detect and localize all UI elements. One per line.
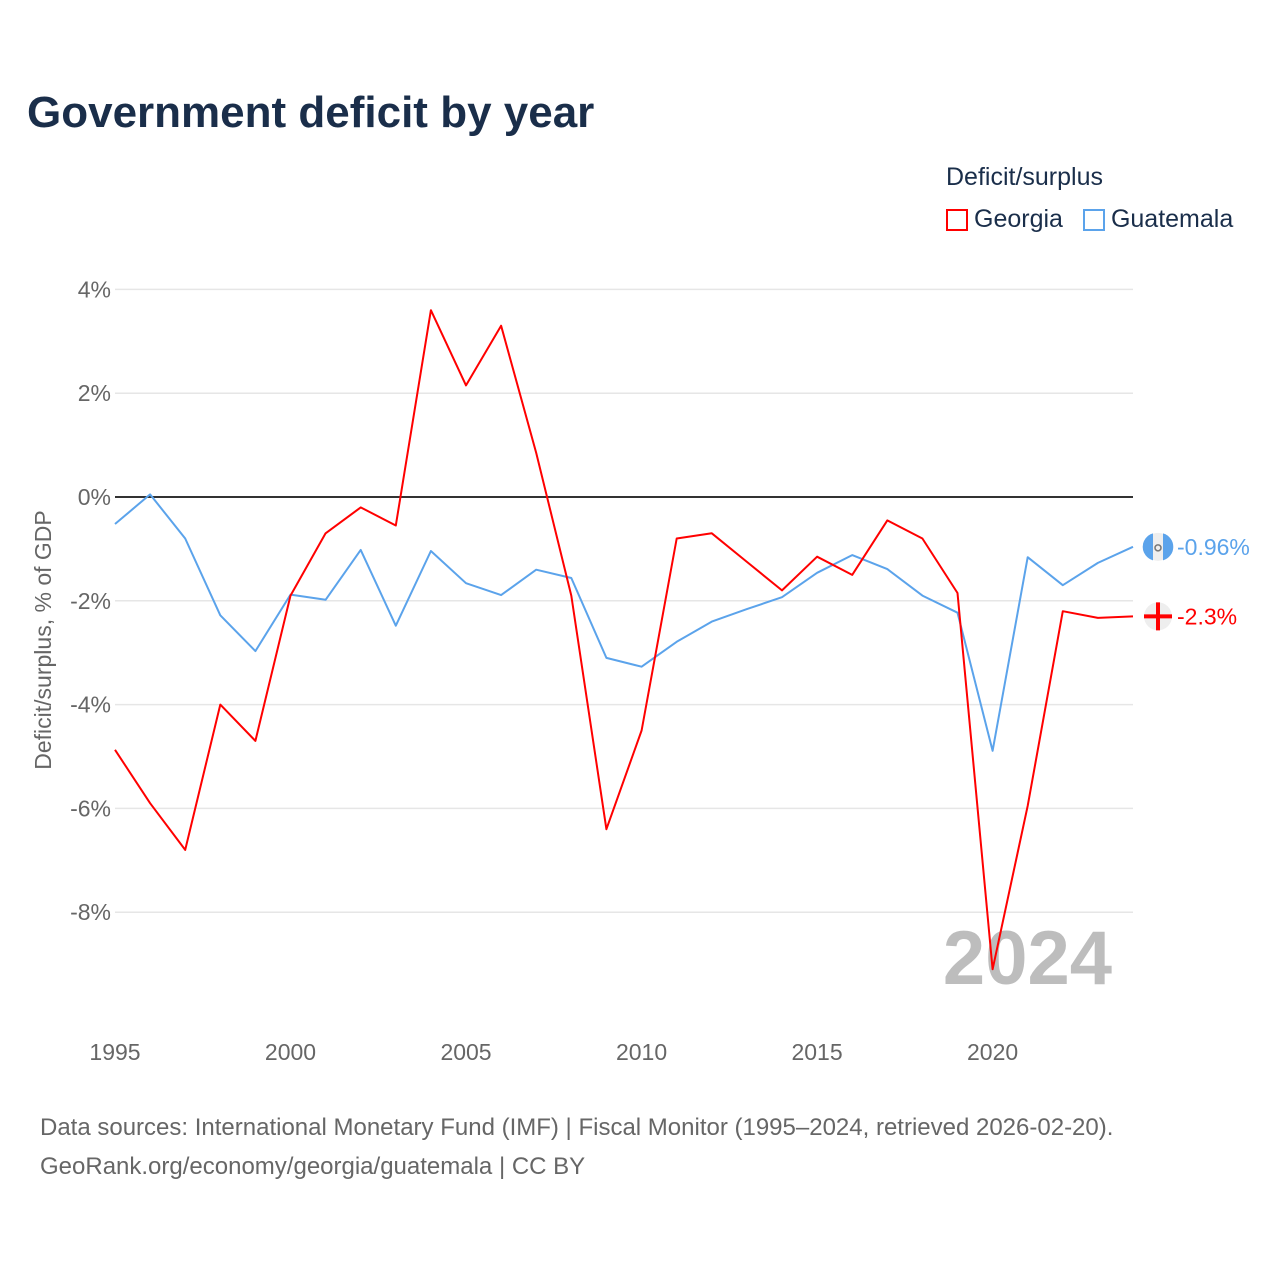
y-tick-label: 2% [78,380,111,406]
flag-stripe [1163,533,1174,561]
series-line-georgia [114,309,1134,971]
legend-label: Guatemala [1110,205,1234,233]
y-tick-label: -6% [70,795,111,821]
y-tick-label: -8% [70,899,111,925]
series-line-guatemala [114,493,1134,752]
legend-swatch-georgia [946,208,968,231]
y-tick-label: -2% [70,588,111,614]
source-note: Data sources: International Monetary Fun… [40,1108,1113,1186]
x-tick-label: 2005 [440,1039,491,1065]
end-label-georgia: -2.3% [1177,603,1237,629]
legend: Georgia Guatemala [946,205,1233,234]
legend-title: Deficit/surplus [946,163,1103,191]
x-tick-label: 1995 [89,1039,140,1065]
flag-cross [1156,602,1160,631]
source-line-1: Data sources: International Monetary Fun… [40,1114,1114,1141]
legend-item-georgia[interactable]: Georgia [946,205,1063,234]
flag-stripe [1142,533,1153,561]
source-line-2: GeoRank.org/economy/georgia/guatemala | … [40,1153,586,1180]
x-tick-label: 2010 [616,1039,667,1065]
legend-swatch-guatemala [1082,208,1105,231]
y-axis-label: Deficit/surplus, % of GDP [30,510,56,769]
y-tick-label: 4% [78,276,111,302]
end-label-guatemala: -0.96% [1177,534,1250,560]
x-tick-label: 2020 [967,1039,1018,1065]
year-watermark: 2024 [943,916,1112,1001]
legend-item-guatemala[interactable]: Guatemala [1082,205,1234,234]
legend-label: Georgia [974,205,1063,233]
y-tick-label: 0% [78,484,111,510]
y-tick-label: -4% [70,692,111,718]
flag-emblem [1154,544,1162,552]
chart-title: Government deficit by year [27,88,595,137]
x-tick-label: 2015 [791,1039,842,1065]
x-tick-label: 2000 [265,1039,316,1065]
